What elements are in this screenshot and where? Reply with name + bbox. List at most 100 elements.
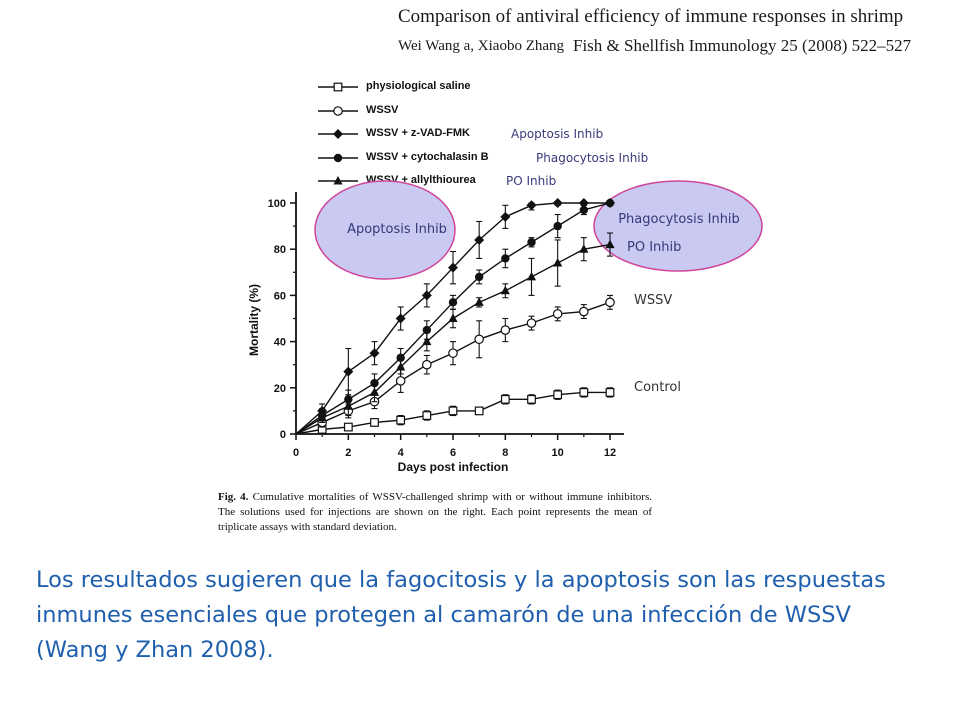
data-point (553, 390, 563, 400)
data-point (396, 362, 406, 371)
data-point (317, 412, 327, 422)
data-point (370, 418, 379, 427)
legend-note-apoptosis: Apoptosis Inhib (511, 127, 604, 141)
x-tick-label: 10 (552, 447, 564, 459)
data-point (369, 387, 380, 396)
data-point (448, 406, 458, 416)
paper-journal: Fish & Shellfish Immunology 25 (2008) 52… (573, 36, 912, 55)
legend-swatch (318, 82, 358, 92)
figure-caption: Fig. 4. Cumulative mortalities of WSSV-c… (218, 490, 652, 535)
phagocytosis-bubble (593, 180, 763, 272)
data-point (605, 198, 615, 208)
data-point (553, 221, 562, 231)
data-point (579, 244, 589, 253)
legend-swatch (318, 176, 358, 185)
data-point (422, 336, 432, 346)
data-point (553, 258, 563, 267)
data-point (500, 211, 511, 222)
chart-legend: physiological saline WSSV WSSV + z-VAD-FMK… (316, 78, 556, 196)
apoptosis-bubble (314, 180, 456, 280)
wssv-label: WSSV (634, 293, 672, 308)
paper-authors: Wei Wang a, Xiaobo Zhang (398, 38, 565, 54)
data-point (605, 297, 615, 308)
data-point (526, 318, 537, 328)
x-tick-label: 12 (604, 447, 616, 459)
data-point (579, 388, 589, 397)
data-point (474, 334, 484, 345)
data-point (501, 254, 510, 263)
x-tick-label: 4 (398, 447, 405, 459)
data-point (369, 348, 380, 359)
data-point (526, 200, 537, 211)
legend-label: WSSV + cytochalasin B (366, 150, 489, 163)
legend-label: physiological saline (366, 80, 471, 92)
data-point (474, 234, 485, 245)
data-point (395, 376, 406, 386)
data-point (526, 271, 537, 281)
legend-label: WSSV + z-VAD-FMK (366, 127, 470, 139)
legend-swatch-marker (333, 176, 343, 185)
legend-item: physiological saline (316, 78, 556, 102)
x-tick-label: 6 (450, 447, 456, 459)
data-point (343, 401, 353, 410)
data-point (474, 406, 484, 416)
y-tick-label: 60 (274, 290, 286, 302)
caption-text: Cumulative mortalities of WSSV-challenge… (218, 491, 652, 533)
data-point (527, 394, 536, 404)
data-point (343, 366, 354, 377)
data-point (474, 297, 484, 306)
phagocytosis-bubble-label: Phagocytosis Inhib (618, 212, 740, 227)
data-point (422, 411, 432, 420)
data-point (474, 272, 484, 282)
series-4 (295, 232, 615, 435)
legend-swatch-marker (333, 82, 343, 92)
legend-swatch (318, 105, 358, 116)
legend-label: WSSV (366, 103, 399, 116)
x-axis-label: Days post infection (398, 460, 509, 474)
paper-title: Comparison of antiviral efficiency of im… (398, 6, 904, 27)
data-point (527, 238, 536, 247)
data-point (552, 309, 563, 319)
data-point (343, 422, 353, 432)
data-point (500, 285, 510, 295)
po-label: PO Inhib (627, 240, 681, 255)
data-point (448, 298, 458, 307)
y-tick-label: 40 (274, 337, 286, 349)
legend-item: WSSV + z-VAD-FMK (316, 125, 556, 149)
y-axis-label: Mortality (%) (247, 284, 261, 356)
x-tick-label: 8 (502, 447, 508, 459)
y-tick-label: 100 (268, 198, 286, 210)
legend-swatch-marker (333, 153, 343, 162)
legend-swatch-marker (333, 105, 343, 116)
x-tick-label: 2 (345, 447, 351, 459)
apoptosis-bubble-label: Apoptosis Inhib (347, 222, 447, 237)
data-point (500, 325, 511, 335)
data-point (448, 313, 458, 322)
summary-text: Los resultados sugieren que la fagocitos… (36, 567, 886, 663)
legend-note-phagocytosis: Phagocytosis Inhib (536, 151, 649, 165)
data-point (500, 394, 510, 404)
legend-swatch (318, 153, 358, 162)
data-point (579, 306, 589, 317)
data-point (421, 290, 432, 301)
y-tick-label: 80 (274, 244, 286, 256)
legend-note-po: PO Inhib (506, 174, 557, 188)
caption-fig-label: Fig. 4. (218, 491, 249, 503)
data-point (448, 262, 458, 273)
y-tick-label: 0 (280, 429, 286, 441)
legend-swatch-marker (333, 129, 343, 139)
data-point (552, 198, 563, 208)
data-point (605, 239, 615, 249)
legend-item: WSSV + cytochalasin B (316, 149, 556, 173)
data-point (422, 359, 432, 370)
legend-item: WSSV (316, 102, 556, 126)
data-point (396, 415, 406, 425)
data-point (605, 388, 615, 397)
y-tick-label: 20 (274, 383, 286, 395)
data-point (395, 313, 406, 324)
data-point (448, 348, 458, 358)
data-point (579, 205, 589, 215)
legend-swatch (318, 129, 358, 139)
control-label: Control (634, 380, 681, 395)
